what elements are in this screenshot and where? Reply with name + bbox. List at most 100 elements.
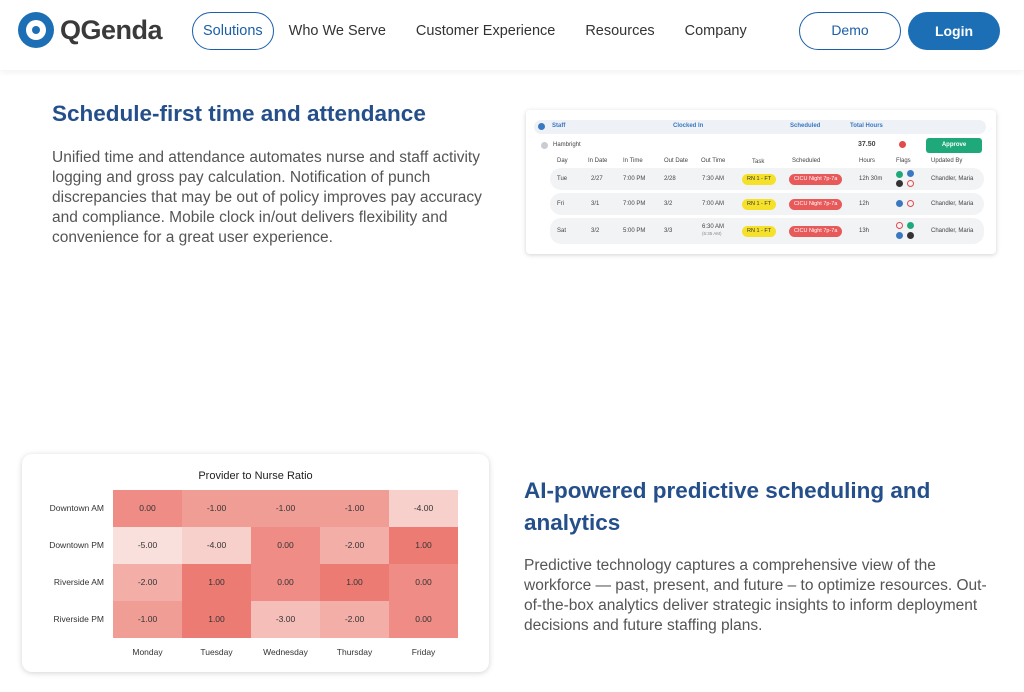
employee-total-hours: 37.50 bbox=[858, 141, 876, 148]
table-row[interactable]: Sat 3/2 5:00 PM 3/3 6:30 AM (6:35 AM) RN… bbox=[550, 218, 984, 244]
col-updated-by: Updated By bbox=[931, 158, 963, 164]
schedule-pill: CICU Night 7p-7a bbox=[789, 226, 843, 237]
heatmap-cell: -1.00 bbox=[320, 490, 389, 527]
heatmap-cell: 0.00 bbox=[389, 564, 458, 601]
top-nav: QGenda Solutions Who We Serve Customer E… bbox=[0, 0, 1024, 70]
row-updated-by: Chandler, Maria bbox=[931, 228, 974, 234]
schedule-pill: CICU Night 7p-7a bbox=[789, 174, 843, 185]
location-flag-icon bbox=[896, 232, 903, 239]
row-in-date: 3/1 bbox=[591, 201, 600, 207]
row-in-time: 5:00 PM bbox=[623, 228, 646, 234]
section-title-predictive-line1: AI-powered predictive scheduling and bbox=[524, 478, 931, 503]
nav-item-who-we-serve[interactable]: Who We Serve bbox=[288, 23, 386, 39]
heatmap-column-label: Monday bbox=[132, 647, 163, 657]
heatmap-cell: -1.00 bbox=[251, 490, 320, 527]
row-in-time: 7:00 PM bbox=[623, 201, 646, 207]
row-in-time: 7:00 PM bbox=[623, 176, 646, 182]
row-out-time: 7:30 AM bbox=[702, 176, 725, 182]
task-pill: RN 1 - FT bbox=[742, 199, 777, 210]
demo-button[interactable]: Demo bbox=[799, 12, 901, 50]
heatmap-cell: 1.00 bbox=[320, 564, 389, 601]
table-row[interactable]: Fri 3/1 7:00 PM 3/2 7:00 AM RN 1 - FT CI… bbox=[550, 193, 984, 215]
section-body-time-attendance: Unified time and attendance automates nu… bbox=[52, 149, 482, 246]
nav-item-company[interactable]: Company bbox=[684, 23, 747, 39]
expand-icon[interactable] bbox=[538, 123, 545, 130]
location-flag-icon bbox=[907, 170, 914, 177]
nav-item-customer-experience[interactable]: Customer Experience bbox=[415, 23, 556, 39]
heatmap-row-label: Riverside AM bbox=[53, 577, 104, 587]
heatmap-cell: -3.00 bbox=[251, 601, 320, 638]
row-hours: 12h 30m bbox=[859, 176, 883, 182]
heatmap-cell: 0.00 bbox=[113, 490, 182, 527]
timesheet-card: Staff Clocked In Scheduled Total Hours H… bbox=[526, 110, 996, 254]
row-updated-by: Chandler, Maria bbox=[931, 176, 974, 182]
col-flags: Flags bbox=[896, 158, 911, 164]
comment-flag-icon bbox=[896, 180, 903, 187]
heatmap-card: Provider to Nurse Ratio Downtown AM Downt… bbox=[22, 454, 489, 672]
qgenda-logo[interactable]: QGenda bbox=[18, 12, 163, 48]
logo-mark-icon bbox=[18, 12, 54, 48]
header-scheduled: Scheduled bbox=[790, 123, 821, 129]
heatmap-cell: -1.00 bbox=[113, 601, 182, 638]
row-day: Sat bbox=[557, 228, 567, 234]
heatmap-cell: 0.00 bbox=[251, 527, 320, 564]
heatmap-cell: -2.00 bbox=[320, 527, 389, 564]
col-in-time: In Time bbox=[623, 158, 643, 164]
row-out-date: 2/28 bbox=[664, 176, 676, 182]
section-title-predictive-line2: analytics bbox=[524, 510, 621, 535]
schedule-pill: CICU Night 7p-7a bbox=[789, 199, 843, 210]
approve-button[interactable]: Approve bbox=[926, 138, 982, 153]
comment-flag-icon bbox=[907, 232, 914, 239]
heatmap-column-label: Friday bbox=[411, 647, 436, 657]
heatmap-row-label: Downtown AM bbox=[49, 503, 104, 513]
heatmap-row-label: Riverside PM bbox=[53, 614, 104, 624]
heatmap-cell: -1.00 bbox=[182, 490, 251, 527]
heatmap-cell: -4.00 bbox=[182, 527, 251, 564]
row-updated-by: Chandler, Maria bbox=[931, 201, 974, 207]
row-out-date: 3/3 bbox=[664, 228, 673, 234]
row-day: Tue bbox=[557, 176, 568, 182]
header-staff: Staff bbox=[552, 123, 566, 129]
heatmap-cell: -2.00 bbox=[113, 564, 182, 601]
heatmap-row-label: Downtown PM bbox=[49, 540, 104, 550]
row-hours: 12h bbox=[859, 201, 870, 207]
col-task: Task bbox=[752, 159, 765, 165]
col-hours: Hours bbox=[859, 158, 876, 164]
heatmap-cell: -4.00 bbox=[389, 490, 458, 527]
heatmap-cell: 1.00 bbox=[389, 527, 458, 564]
location-flag-icon bbox=[896, 200, 903, 207]
nav-item-solutions[interactable]: Solutions bbox=[192, 12, 274, 50]
row-in-date: 3/2 bbox=[591, 228, 600, 234]
heatmap-cell: -2.00 bbox=[320, 601, 389, 638]
header-total-hours: Total Hours bbox=[850, 123, 883, 129]
row-hours: 13h bbox=[859, 228, 870, 234]
col-day: Day bbox=[557, 158, 568, 164]
task-pill: RN 1 - FT bbox=[742, 226, 777, 237]
heatmap-cell: 0.00 bbox=[251, 564, 320, 601]
flag-icon bbox=[896, 171, 903, 178]
heatmap-cell: -5.00 bbox=[113, 527, 182, 564]
heatmap-cell: 1.00 bbox=[182, 601, 251, 638]
row-day: Fri bbox=[557, 201, 564, 207]
header-clocked-in: Clocked In bbox=[673, 123, 704, 129]
heatmap-column-label: Thursday bbox=[336, 647, 373, 657]
nav-item-resources[interactable]: Resources bbox=[585, 23, 655, 39]
col-out-date: Out Date bbox=[664, 158, 689, 164]
timesheet-header: Staff Clocked In Scheduled Total Hours bbox=[534, 120, 986, 134]
main-menu: Solutions Who We Serve Customer Experien… bbox=[192, 12, 762, 50]
login-button[interactable]: Login bbox=[908, 12, 1000, 50]
reject-icon[interactable] bbox=[899, 141, 906, 148]
section-title-time-attendance: Schedule-first time and attendance bbox=[52, 101, 426, 126]
warning-flag-icon bbox=[896, 222, 903, 229]
table-row[interactable]: Tue 2/27 7:00 PM 2/28 7:30 AM RN 1 - FT … bbox=[550, 168, 984, 190]
heatmap-cell: 1.00 bbox=[182, 564, 251, 601]
col-in-date: In Date bbox=[588, 158, 608, 164]
heatmap-cell: 0.00 bbox=[389, 601, 458, 638]
employee-dot-icon bbox=[541, 142, 548, 149]
heatmap-column-label: Tuesday bbox=[200, 647, 233, 657]
heatmap-column-label: Wednesday bbox=[263, 647, 308, 657]
row-in-date: 2/27 bbox=[591, 176, 603, 182]
employee-name: Hambright bbox=[553, 142, 581, 148]
col-scheduled: Scheduled bbox=[792, 158, 821, 164]
warning-flag-icon bbox=[907, 200, 914, 207]
